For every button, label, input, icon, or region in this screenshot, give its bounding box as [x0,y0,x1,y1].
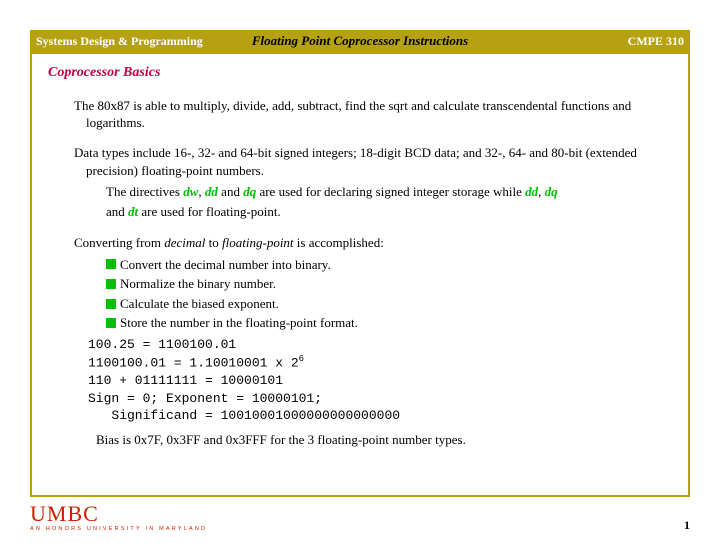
paragraph-intro: The 80x87 is able to multiply, divide, a… [74,97,672,132]
code-sup: 6 [299,354,304,364]
paragraph-datatypes: Data types include 16-, 32- and 64-bit s… [74,144,672,179]
footer: UMBC AN HONORS UNIVERSITY IN MARYLAND 1 [30,503,690,533]
text: is accomplished: [294,235,384,250]
italic-decimal: decimal [164,235,205,250]
code-line: 1100100.01 = 1.10010001 x 26 [88,353,672,372]
logo-subtitle: AN HONORS UNIVERSITY IN MARYLAND [30,527,207,533]
text: The directives [106,184,183,199]
directives-line: The directives dw, dd and dq are used fo… [106,183,672,201]
bullet-item: Convert the decimal number into binary. [106,256,672,274]
text: and [106,204,128,219]
text: and [218,184,243,199]
section-title: Coprocessor Basics [48,64,672,83]
bias-note: Bias is 0x7F, 0x3FF and 0x3FFF for the 3… [96,431,672,449]
convert-intro: Converting from decimal to floating-poin… [74,234,672,252]
directives-line2: and dt are used for floating-point. [106,203,672,221]
code-line: Sign = 0; Exponent = 10000101; [88,390,672,408]
bullet-text: Normalize the binary number. [120,275,276,293]
bullet-text: Calculate the biased exponent. [120,295,279,313]
code-line: 110 + 01111111 = 10000101 [88,372,672,390]
logo-text: UMBC [30,501,99,526]
text: to [205,235,222,250]
text: are used for declaring signed integer st… [256,184,525,199]
bullet-text: Store the number in the floating-point f… [120,314,358,332]
keyword-dd: dd [205,184,218,199]
text: Converting from [74,235,164,250]
bullet-item: Calculate the biased exponent. [106,295,672,313]
header-course: CMPE 310 [628,34,690,49]
header-left: Systems Design & Programming [30,34,203,49]
header-bar: Systems Design & Programming Floating Po… [30,30,690,52]
bullet-item: Store the number in the floating-point f… [106,314,672,332]
bullet-icon [106,279,116,289]
keyword-dq2: dq [545,184,558,199]
code-line: 100.25 = 1100100.01 [88,336,672,354]
keyword-dd2: dd [525,184,538,199]
text: are used for floating-point. [138,204,281,219]
bullet-icon [106,299,116,309]
bullet-item: Normalize the binary number. [106,275,672,293]
italic-fp: floating-point [222,235,294,250]
page-number: 1 [684,518,690,533]
logo: UMBC AN HONORS UNIVERSITY IN MARYLAND [30,503,207,533]
bullet-icon [106,259,116,269]
bullet-icon [106,318,116,328]
content-frame: Coprocessor Basics The 80x87 is able to … [30,52,690,497]
code-text: 1100100.01 = 1.10010001 x 2 [88,356,299,371]
keyword-dw: dw [183,184,198,199]
code-line: Significand = 10010001000000000000000 [88,407,672,425]
bullet-text: Convert the decimal number into binary. [120,256,331,274]
keyword-dq: dq [243,184,256,199]
keyword-dt: dt [128,204,138,219]
